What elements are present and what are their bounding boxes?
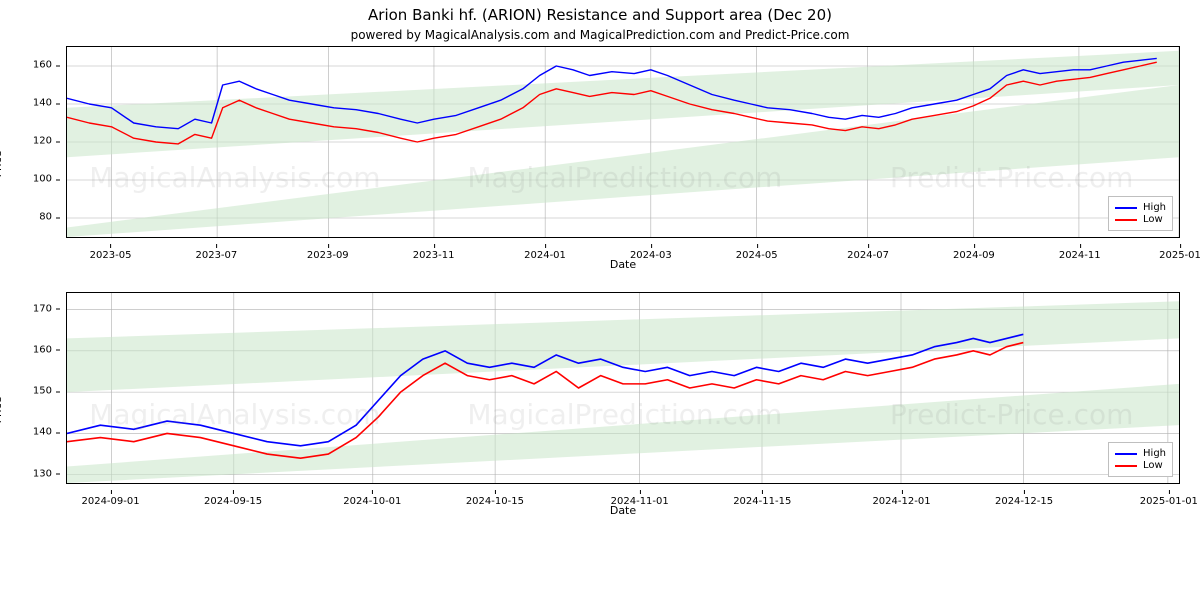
- xtick-label: 2024-11-01: [611, 496, 669, 507]
- ytick-label: 150: [33, 386, 52, 397]
- legend-label: Low: [1143, 214, 1163, 225]
- ylabel-top: Price: [0, 151, 4, 178]
- legend-item: Low: [1115, 214, 1166, 225]
- legend-bottom: HighLow: [1108, 442, 1173, 477]
- legend-item: Low: [1115, 460, 1166, 471]
- plot-area-top: MagicalAnalysis.com MagicalPrediction.co…: [66, 46, 1180, 238]
- legend-label: High: [1143, 202, 1166, 213]
- svg-bottom: [67, 293, 1179, 483]
- chart-title: Arion Banki hf. (ARION) Resistance and S…: [0, 0, 1200, 24]
- panel-top: Price MagicalAnalysis.com MagicalPredict…: [20, 46, 1180, 282]
- xtick-label: 2024-01: [524, 250, 566, 261]
- xtick-label: 2023-05: [90, 250, 132, 261]
- plot-area-bottom: MagicalAnalysis.com MagicalPrediction.co…: [66, 292, 1180, 484]
- panel-bottom: Price MagicalAnalysis.com MagicalPredict…: [20, 292, 1180, 528]
- xtick-label: 2025-01: [1159, 250, 1200, 261]
- ylabel-bottom: Price: [0, 397, 4, 424]
- legend-label: Low: [1143, 460, 1163, 471]
- legend-swatch: [1115, 207, 1137, 209]
- ytick-label: 140: [33, 98, 52, 109]
- xtick-label: 2024-07: [847, 250, 889, 261]
- xtick-label: 2024-10-15: [466, 496, 524, 507]
- ytick-label: 160: [33, 344, 52, 355]
- legend-swatch: [1115, 453, 1137, 455]
- ytick-label: 100: [33, 174, 52, 185]
- legend-item: High: [1115, 202, 1166, 213]
- xtick-label: 2024-09: [953, 250, 995, 261]
- xtick-label: 2024-12-15: [995, 496, 1053, 507]
- svg-top: [67, 47, 1179, 237]
- legend-item: High: [1115, 448, 1166, 459]
- ytick-label: 140: [33, 427, 52, 438]
- legend-top: HighLow: [1108, 196, 1173, 231]
- xtick-label: 2024-09-01: [81, 496, 139, 507]
- ytick-label: 120: [33, 136, 52, 147]
- xtick-label: 2025-01-01: [1140, 496, 1198, 507]
- xtick-label: 2024-10-01: [343, 496, 401, 507]
- xtick-label: 2024-12-01: [872, 496, 930, 507]
- xtick-label: 2023-11: [413, 250, 455, 261]
- xtick-label: 2024-09-15: [204, 496, 262, 507]
- chart-container: Arion Banki hf. (ARION) Resistance and S…: [0, 0, 1200, 600]
- legend-label: High: [1143, 448, 1166, 459]
- xtick-label: 2024-05: [736, 250, 778, 261]
- xtick-label: 2023-09: [307, 250, 349, 261]
- chart-subtitle: powered by MagicalAnalysis.com and Magic…: [0, 24, 1200, 46]
- xtick-label: 2024-11: [1059, 250, 1101, 261]
- ytick-label: 130: [33, 468, 52, 479]
- ytick-label: 80: [39, 212, 52, 223]
- legend-swatch: [1115, 219, 1137, 221]
- xtick-label: 2023-07: [195, 250, 237, 261]
- xtick-label: 2024-03: [630, 250, 672, 261]
- xtick-label: 2024-11-15: [733, 496, 791, 507]
- ytick-label: 160: [33, 60, 52, 71]
- ytick-label: 170: [33, 303, 52, 314]
- legend-swatch: [1115, 465, 1137, 467]
